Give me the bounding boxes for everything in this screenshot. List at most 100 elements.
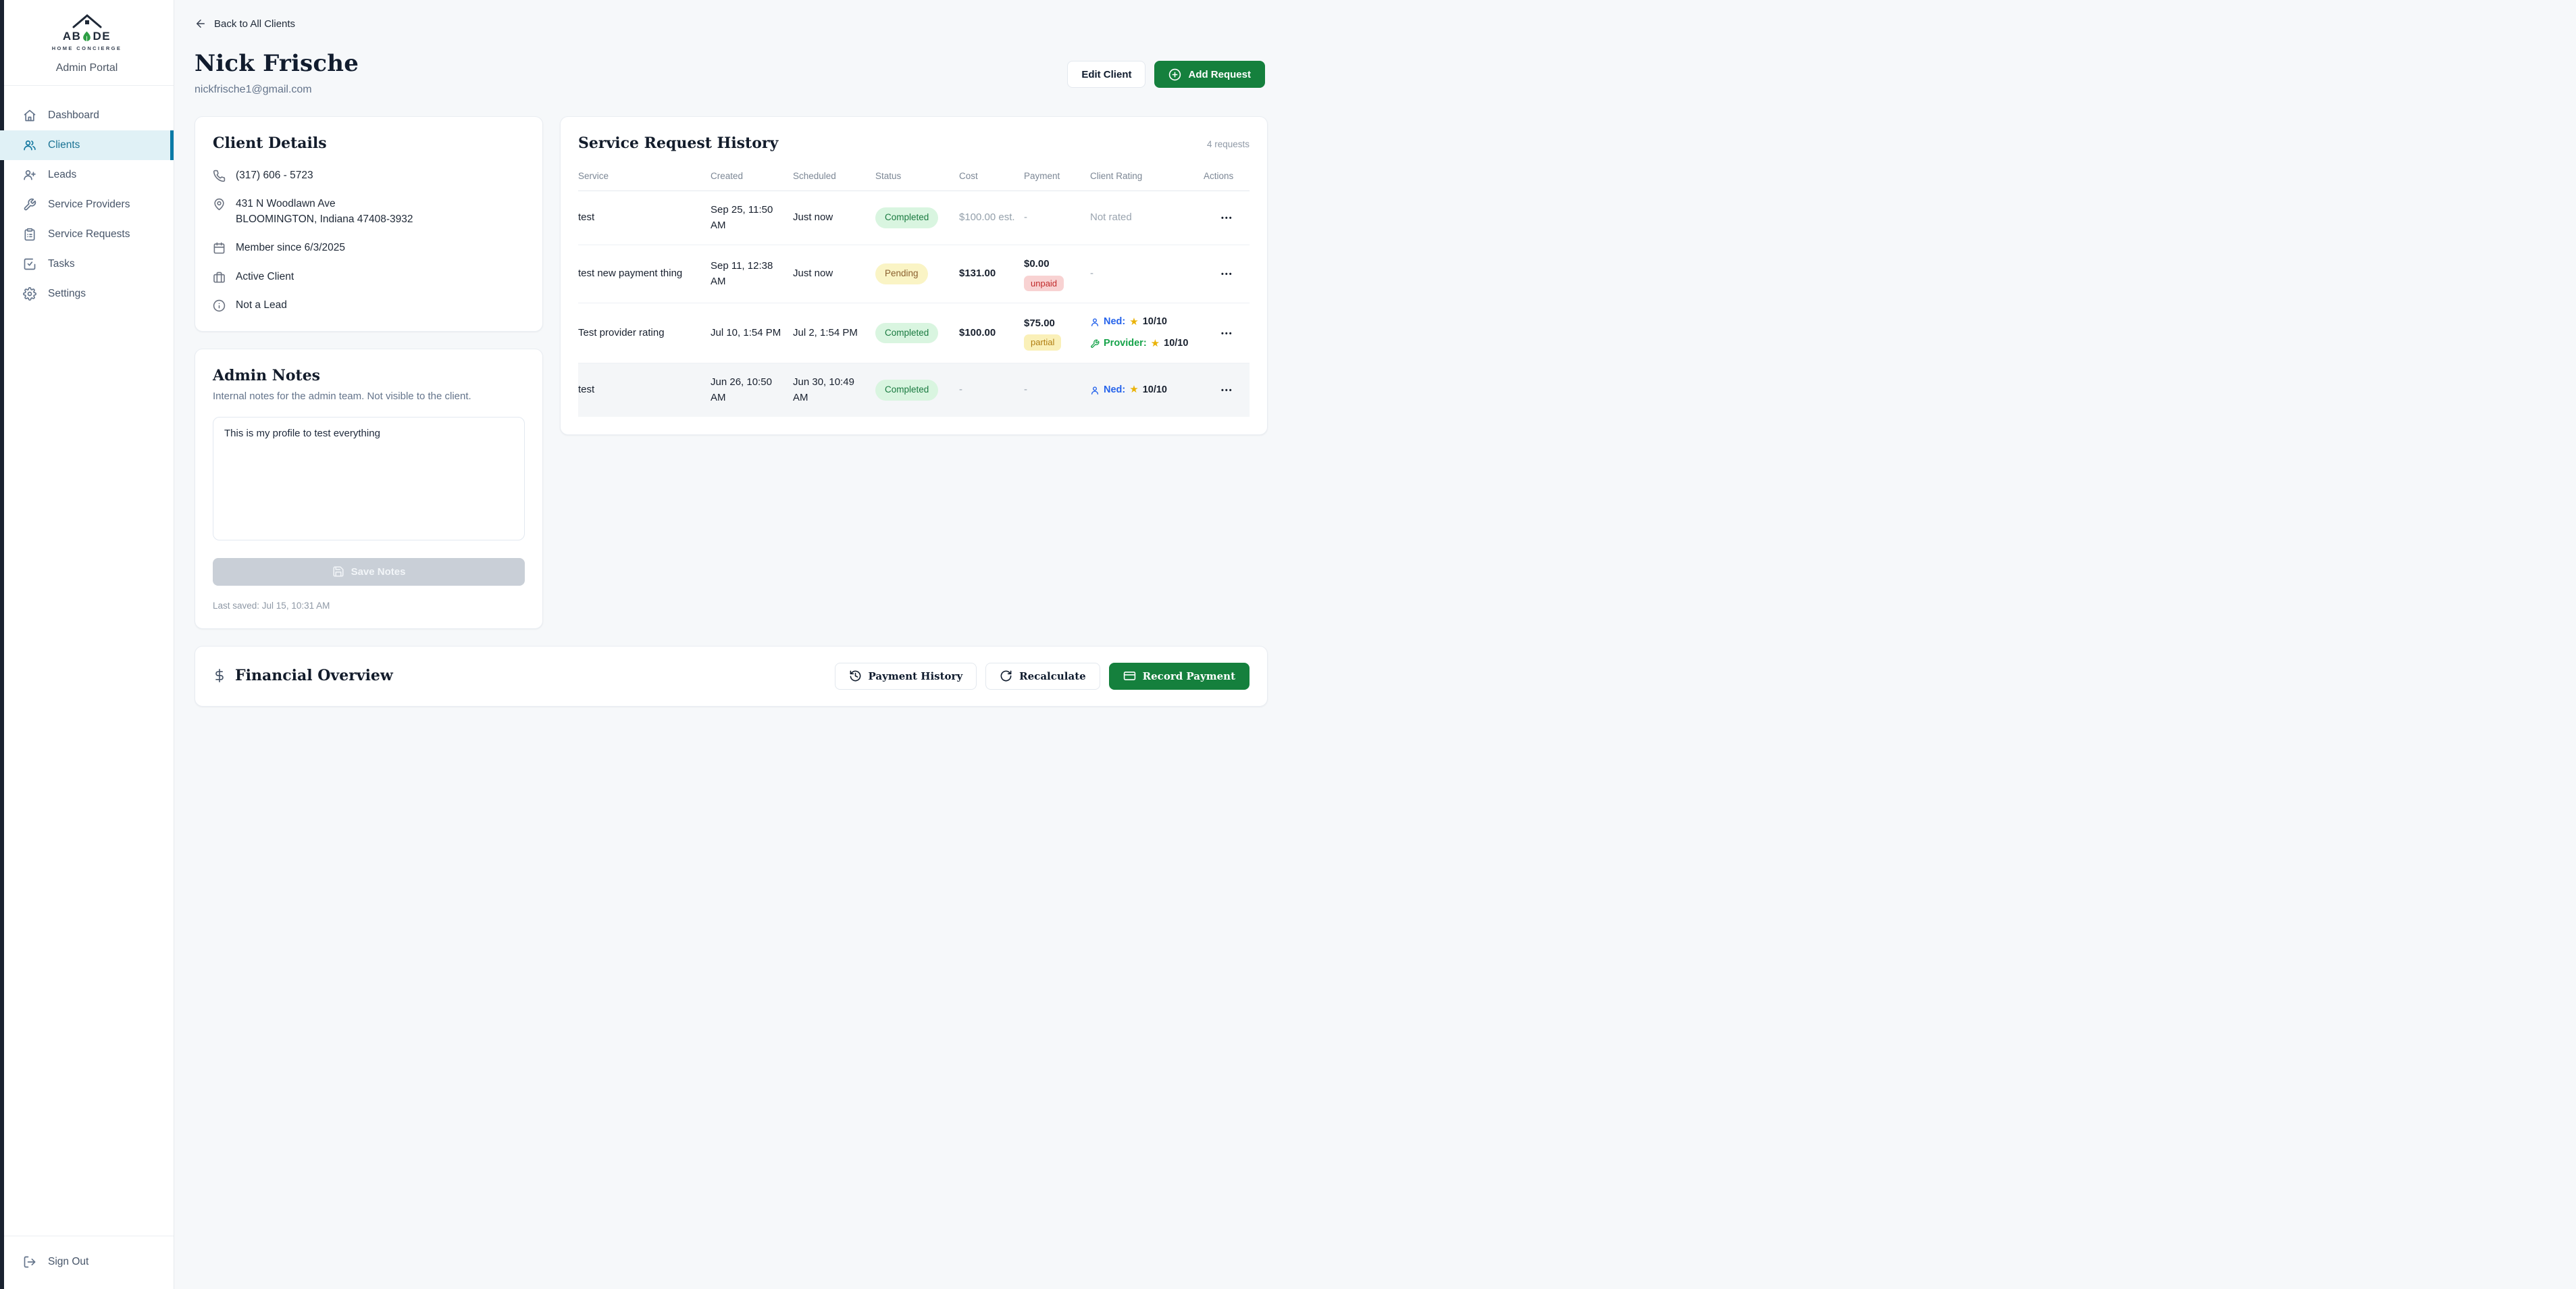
client-status-value: Active Client	[236, 270, 294, 282]
cell-scheduled: Jun 30, 10:49 AM	[793, 376, 854, 403]
row-actions-button[interactable]: •••	[1221, 270, 1233, 279]
admin-notes-input[interactable]: This is my profile to test everything	[213, 416, 525, 540]
address-line1: 431 N Woodlawn Ave	[236, 198, 336, 210]
sidebar-item-clients[interactable]: Clients	[0, 130, 174, 160]
col-cost: Cost	[959, 166, 1024, 191]
cell-cost: $100.00	[959, 303, 1024, 363]
calendar-icon	[213, 243, 225, 254]
check-square-icon	[24, 258, 36, 270]
sidebar-nav: Dashboard Clients Leads Service Provider…	[0, 86, 174, 1236]
cell-actions: •••	[1204, 191, 1250, 245]
rating-name: Provider:	[1104, 337, 1147, 349]
record-payment-button[interactable]: Record Payment	[1108, 662, 1250, 690]
cell-scheduled: Just now	[793, 191, 875, 245]
save-notes-label: Save Notes	[351, 565, 406, 578]
recalculate-label: Recalculate	[1019, 669, 1086, 682]
client-details-list: (317) 606 - 5723 431 N Woodlawn Ave BLOO…	[213, 168, 525, 313]
sign-out-button[interactable]: Sign Out	[0, 1247, 174, 1277]
client-details-title: Client Details	[213, 134, 327, 152]
lead-status-row: Not a Lead	[213, 298, 525, 313]
client-details-card: Client Details (317) 606 - 5723 431 N Wo…	[195, 116, 543, 332]
sidebar-item-label: Service Providers	[48, 199, 130, 210]
recalculate-button[interactable]: Recalculate	[985, 662, 1100, 690]
brand-wordmark: AB DE	[63, 30, 111, 43]
star-icon: ★	[1129, 316, 1139, 328]
star-icon: ★	[1150, 337, 1160, 349]
main-content: Back to All Clients Nick Frische nickfri…	[174, 0, 1288, 707]
row-actions-button[interactable]: •••	[1221, 329, 1233, 338]
sidebar-item-tasks[interactable]: Tasks	[0, 249, 174, 279]
cell-status: Pending	[875, 245, 959, 303]
edit-client-label: Edit Client	[1081, 68, 1132, 80]
cell-status: Completed	[875, 191, 959, 245]
cell-payment: $0.00 unpaid	[1024, 245, 1090, 303]
rating-name: Ned:	[1104, 384, 1126, 395]
address-row: 431 N Woodlawn Ave BLOOMINGTON, Indiana …	[213, 197, 525, 227]
cell-cost: -	[959, 384, 962, 396]
sign-out-label: Sign Out	[48, 1256, 89, 1267]
sidebar-item-label: Service Requests	[48, 228, 130, 240]
service-history-header: Service Request History 4 requests	[578, 134, 1250, 152]
cell-created: Jul 10, 1:54 PM	[711, 303, 793, 363]
cell-payment: $75.00 partial	[1024, 303, 1090, 363]
cell-client-rating: Not rated	[1090, 191, 1204, 245]
cell-status: Completed	[875, 303, 959, 363]
cell-service: test	[578, 384, 595, 396]
financial-title: Financial Overview	[235, 666, 393, 684]
user-plus-icon	[24, 170, 36, 180]
wrench-icon	[24, 198, 36, 211]
cell-service: test new payment thing	[578, 245, 711, 303]
log-out-icon	[24, 1256, 36, 1268]
rating-score: 10/10	[1142, 316, 1167, 328]
rating-line: Provider: ★ 10/10	[1090, 336, 1198, 352]
users-icon	[24, 140, 36, 151]
row-actions-button[interactable]: •••	[1221, 386, 1233, 395]
phone-row: (317) 606 - 5723	[213, 168, 525, 183]
cell-actions: •••	[1204, 245, 1250, 303]
sidebar-item-label: Dashboard	[48, 109, 99, 121]
history-icon	[850, 670, 860, 682]
admin-notes-title: Admin Notes	[213, 366, 321, 384]
col-created: Created	[711, 166, 793, 191]
client-status-row: Active Client	[213, 270, 525, 284]
table-row: test Sep 25, 11:50 AM Just now Completed $10…	[578, 191, 1250, 245]
back-to-clients-link[interactable]: Back to All Clients	[195, 18, 295, 30]
gear-icon	[23, 287, 36, 301]
cell-scheduled: Just now	[793, 245, 875, 303]
member-since-row: Member since 6/3/2025	[213, 241, 525, 255]
sidebar-item-label: Settings	[48, 288, 86, 299]
cell-service: Test provider rating	[578, 303, 711, 363]
sidebar-item-leads[interactable]: Leads	[0, 160, 174, 190]
service-history-card: Service Request History 4 requests Servi…	[560, 116, 1268, 435]
col-client-rating: Client Rating	[1090, 166, 1204, 191]
save-notes-button[interactable]: Save Notes	[213, 557, 525, 586]
add-request-button[interactable]: Add Request	[1154, 61, 1265, 88]
sidebar-item-service-providers[interactable]: Service Providers	[0, 190, 174, 220]
portal-label: Admin Portal	[0, 55, 174, 86]
service-history-title: Service Request History	[578, 134, 779, 152]
page-title: Nick Frische	[195, 50, 359, 77]
payment-history-button[interactable]: Payment History	[834, 662, 977, 690]
financial-title-wrap: Financial Overview	[213, 667, 393, 684]
page-header: Nick Frische nickfrische1@gmail.com Edit…	[195, 50, 1265, 96]
payment-status-badge: unpaid	[1024, 275, 1064, 291]
info-icon	[213, 300, 226, 312]
sidebar-item-settings[interactable]: Settings	[0, 279, 174, 309]
table-header-row: Service Created Scheduled Status Cost Pa…	[578, 166, 1250, 191]
brand-text-right: DE	[93, 30, 111, 43]
add-request-label: Add Request	[1188, 68, 1251, 80]
col-payment: Payment	[1024, 166, 1090, 191]
row-actions-button[interactable]: •••	[1221, 214, 1233, 223]
map-pin-icon	[214, 199, 224, 211]
leaf-icon	[83, 31, 91, 42]
cell-status: Completed	[875, 363, 959, 418]
table-row: test new payment thing Sep 11, 12:38 AM Ju…	[578, 245, 1250, 303]
edit-client-button[interactable]: Edit Client	[1067, 61, 1146, 88]
financial-header: Financial Overview Payment History Recal…	[213, 662, 1250, 690]
sidebar-item-dashboard[interactable]: Dashboard	[0, 101, 174, 130]
phone-icon	[213, 170, 226, 182]
sidebar-item-service-requests[interactable]: Service Requests	[0, 220, 174, 249]
rating-line: Ned: ★ 10/10	[1090, 315, 1198, 330]
address-value: 431 N Woodlawn Ave BLOOMINGTON, Indiana …	[236, 197, 413, 227]
cell-created: Jun 26, 10:50 AM	[711, 376, 772, 403]
